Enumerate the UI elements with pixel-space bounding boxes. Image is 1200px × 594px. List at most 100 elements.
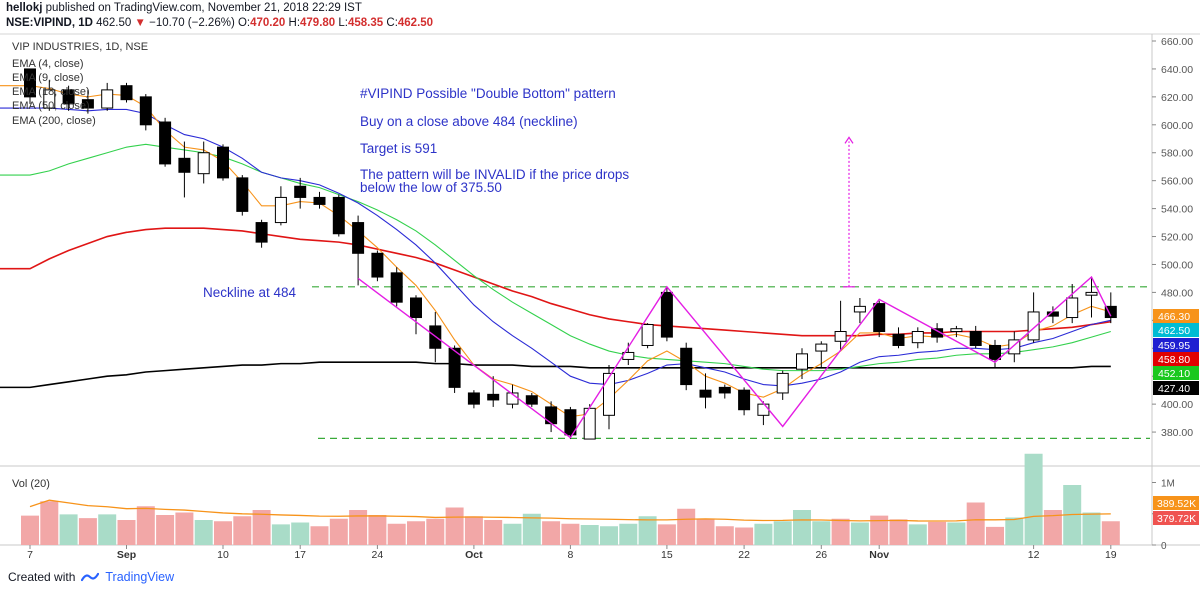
candlesticks[interactable] bbox=[24, 68, 1117, 440]
candle-down[interactable] bbox=[564, 409, 577, 436]
candle-down[interactable] bbox=[487, 393, 500, 401]
volume-bar[interactable] bbox=[271, 524, 290, 545]
volume-bar[interactable] bbox=[947, 522, 966, 546]
candle-down[interactable] bbox=[294, 185, 307, 198]
volume-bar[interactable] bbox=[638, 516, 657, 545]
volume-bar[interactable] bbox=[387, 523, 406, 545]
candle-down[interactable] bbox=[873, 303, 886, 333]
pattern-zigzag-line[interactable] bbox=[357, 275, 1112, 439]
candle-down[interactable] bbox=[660, 291, 673, 338]
legend-ema4[interactable]: EMA (4, close) bbox=[12, 58, 84, 70]
candle-up[interactable] bbox=[757, 403, 770, 416]
candle-down[interactable] bbox=[236, 177, 249, 212]
candle-down[interactable] bbox=[81, 99, 94, 109]
price-chart[interactable]: 380.00400.00420.00440.00460.00480.00500.… bbox=[0, 0, 1200, 560]
candle-down[interactable] bbox=[178, 157, 191, 173]
volume-bar[interactable] bbox=[194, 520, 213, 545]
candle-up[interactable] bbox=[834, 331, 847, 342]
volume-bar[interactable] bbox=[850, 522, 869, 546]
volume-bar[interactable] bbox=[464, 516, 483, 545]
annotation-neckline[interactable]: Neckline at 484 bbox=[203, 285, 297, 300]
candle-down[interactable] bbox=[931, 328, 944, 338]
candle-up[interactable] bbox=[815, 343, 828, 352]
volume-bar[interactable] bbox=[580, 525, 599, 545]
candle-down[interactable] bbox=[1104, 305, 1117, 319]
candle-down[interactable] bbox=[120, 85, 133, 101]
volume-bar[interactable] bbox=[214, 521, 232, 545]
volume-bar[interactable] bbox=[966, 502, 985, 546]
volume-bar[interactable] bbox=[252, 510, 271, 545]
candle-up[interactable] bbox=[1008, 339, 1021, 355]
volume-bar[interactable] bbox=[600, 526, 618, 545]
volume-bar[interactable] bbox=[484, 520, 503, 545]
volume-bar[interactable] bbox=[78, 518, 97, 545]
price-pane[interactable] bbox=[0, 34, 1152, 466]
volume-bar[interactable] bbox=[677, 508, 696, 545]
time-axis[interactable]: 7 Sep 10 17 24 Oct 8 15 22 26 Nov 12 19 bbox=[27, 545, 1117, 560]
volume-bar[interactable] bbox=[561, 523, 580, 545]
candle-up[interactable] bbox=[43, 89, 56, 109]
candle-down[interactable] bbox=[62, 89, 75, 105]
candle-up[interactable] bbox=[603, 372, 615, 416]
annotation-title[interactable]: #VIPIND Possible "Double Bottom" pattern bbox=[360, 86, 616, 101]
candle-down[interactable] bbox=[352, 222, 365, 254]
volume-bar[interactable] bbox=[793, 510, 811, 545]
annotation-buy[interactable]: Buy on a close above 484 (neckline) bbox=[360, 114, 578, 129]
volume-bar[interactable] bbox=[928, 521, 947, 545]
volume-bar[interactable] bbox=[136, 506, 155, 545]
volume-bar[interactable] bbox=[233, 516, 252, 545]
candle-up[interactable] bbox=[1027, 311, 1040, 341]
volume-bar[interactable] bbox=[1043, 510, 1062, 545]
candle-up[interactable] bbox=[101, 89, 114, 109]
volume-bar[interactable] bbox=[349, 510, 368, 545]
candle-down[interactable] bbox=[467, 392, 480, 405]
candle-down[interactable] bbox=[699, 389, 712, 398]
volume-bar[interactable] bbox=[1101, 521, 1120, 545]
volume-bar[interactable] bbox=[59, 514, 78, 545]
candle-down[interactable] bbox=[24, 68, 36, 98]
candle-down[interactable] bbox=[390, 272, 403, 303]
candle-up[interactable] bbox=[911, 331, 924, 344]
volume-bar[interactable] bbox=[426, 518, 445, 545]
volume-bar[interactable] bbox=[117, 520, 136, 545]
ema9-line[interactable] bbox=[0, 107, 1111, 387]
volume-bar[interactable] bbox=[773, 521, 792, 545]
tradingview-brand[interactable]: TradingView bbox=[105, 570, 175, 584]
volume-bar[interactable] bbox=[870, 515, 889, 545]
volume-bar[interactable] bbox=[715, 526, 734, 545]
double-bottom-pattern[interactable] bbox=[357, 275, 1112, 439]
volume-bar[interactable] bbox=[696, 518, 715, 545]
candle-down[interactable] bbox=[969, 331, 982, 346]
candle-down[interactable] bbox=[525, 395, 538, 405]
annotation-invalid-2[interactable]: below the low of 375.50 bbox=[360, 180, 502, 195]
ema18-line[interactable] bbox=[0, 143, 1111, 372]
candle-down[interactable] bbox=[545, 406, 558, 425]
volume-bar[interactable] bbox=[503, 523, 522, 545]
volume-bar[interactable] bbox=[735, 527, 754, 546]
legend-ema18[interactable]: EMA (18, close) bbox=[12, 86, 90, 98]
volume-bar[interactable] bbox=[619, 523, 638, 545]
candle-up[interactable] bbox=[197, 152, 210, 175]
volume-bar[interactable] bbox=[445, 507, 464, 546]
volume-bar[interactable] bbox=[175, 512, 194, 546]
author-name[interactable]: hellokj bbox=[6, 2, 43, 14]
candle-down[interactable] bbox=[313, 196, 326, 205]
volume-bar[interactable] bbox=[1082, 512, 1101, 546]
volume-bar[interactable] bbox=[908, 524, 927, 545]
candle-up[interactable] bbox=[274, 196, 287, 224]
ema50-line[interactable] bbox=[0, 227, 1111, 337]
candle-down[interactable] bbox=[139, 96, 152, 126]
volume-bar[interactable] bbox=[21, 515, 39, 545]
volume-bar[interactable] bbox=[1005, 517, 1024, 546]
candle-up[interactable] bbox=[853, 305, 866, 313]
legend-ema9[interactable]: EMA (9, close) bbox=[12, 72, 84, 84]
text-annotations[interactable]: #VIPIND Possible "Double Bottom" pattern… bbox=[203, 86, 629, 300]
candle-down[interactable] bbox=[410, 297, 422, 319]
candle-up[interactable] bbox=[641, 324, 654, 346]
volume-bar[interactable] bbox=[986, 526, 1004, 545]
volume-bar[interactable] bbox=[522, 513, 541, 545]
volume-bar[interactable] bbox=[889, 519, 908, 545]
candle-down[interactable] bbox=[371, 252, 384, 278]
tradingview-logo-icon[interactable] bbox=[81, 571, 100, 583]
volume-bar[interactable] bbox=[1024, 453, 1043, 545]
